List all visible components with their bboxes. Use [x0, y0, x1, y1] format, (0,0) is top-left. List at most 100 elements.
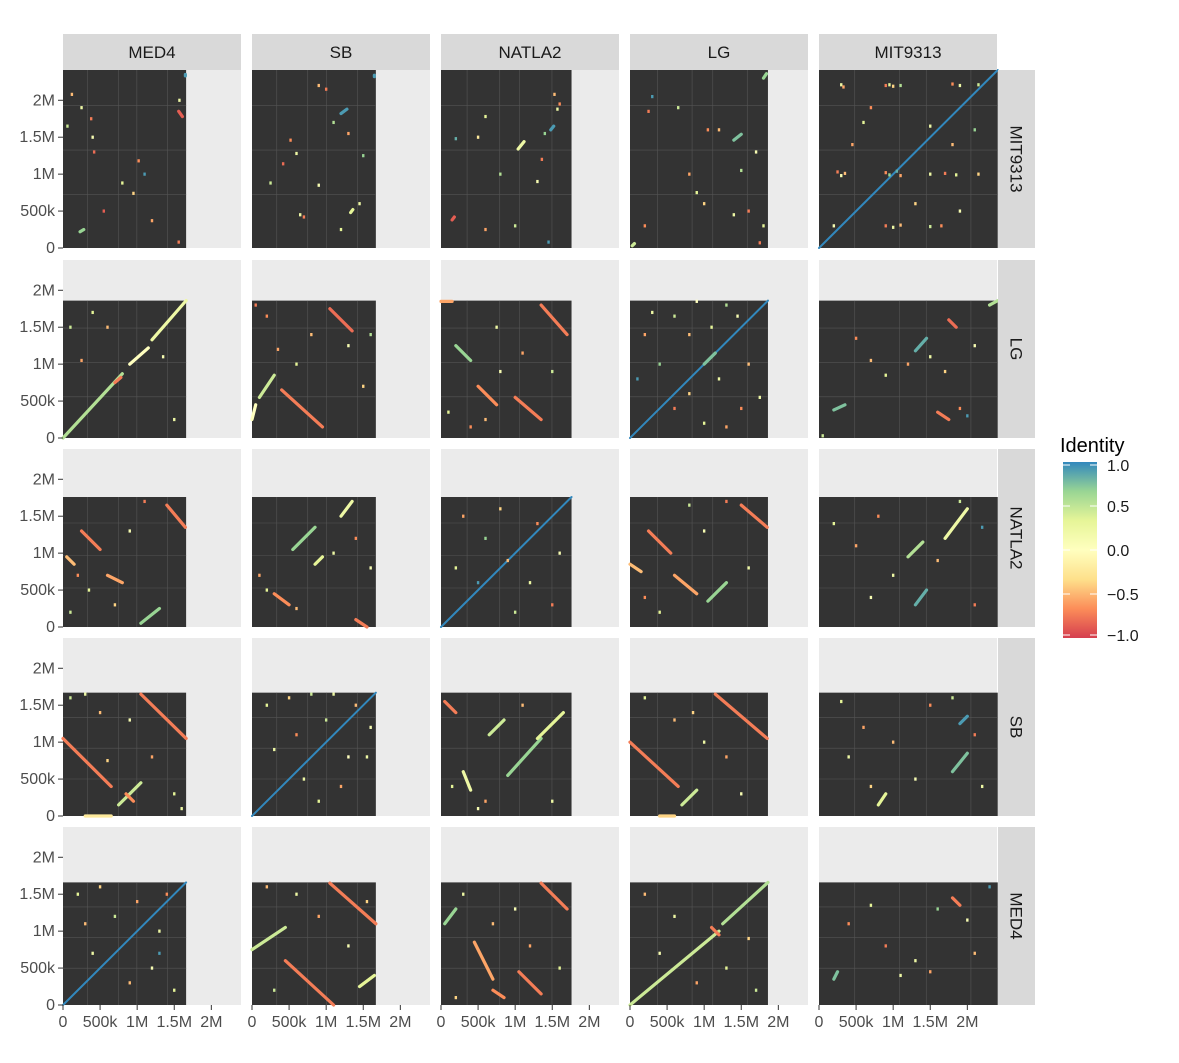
y-tick-label: 1.5M [19, 508, 55, 525]
dotplot-area [252, 497, 376, 627]
panel-grid [819, 70, 998, 248]
alignment-point [317, 914, 320, 918]
alignment-segment [150, 299, 188, 342]
dotplot-area [819, 497, 998, 627]
y-axis-row-5: 0 500k 1M 1.5M 2M [19, 849, 63, 1014]
alignment-point [484, 417, 487, 422]
alignment-point [484, 114, 487, 119]
alignment-point [150, 219, 154, 223]
alignment-point [369, 566, 372, 570]
alignment-point [491, 922, 495, 926]
alignment-segment [487, 718, 506, 737]
x-axis-col-3: 0 500k 1M 1.5M 2M [437, 1005, 600, 1031]
alignment-point [725, 966, 728, 970]
legend-tick-label: 0.0 [1107, 543, 1129, 560]
alignment-point [295, 151, 298, 156]
alignment-point [929, 124, 932, 128]
panel-natla2-vs-med4 [63, 449, 241, 627]
alignment-segment [165, 503, 187, 529]
dotplot-area [630, 70, 768, 248]
alignment-point [369, 332, 372, 337]
alignment-point [347, 755, 350, 759]
alignment-point [695, 191, 698, 195]
y-tick-label: 1.5M [19, 129, 55, 146]
x-tick-label: 0 [248, 1014, 257, 1031]
x-axis-col-1: 0 500k 1M 1.5M 2M [59, 1005, 222, 1031]
alignment-point [988, 885, 991, 889]
panel-grid [819, 882, 998, 1005]
panel-grid [441, 70, 572, 248]
panel-natla2-vs-mit9313 [819, 449, 998, 627]
alignment-segment [476, 384, 499, 407]
alignment-point [695, 981, 698, 985]
alignment-point [888, 83, 891, 87]
alignment-point [677, 106, 680, 110]
x-tick-label: 1.5M [723, 1014, 759, 1031]
alignment-point [143, 172, 146, 176]
dotplot-area [252, 882, 376, 1005]
panel-med4-vs-natla2 [441, 827, 619, 1005]
alignment-point [499, 507, 502, 511]
alignment-point [84, 922, 87, 926]
alignment-segment [139, 692, 188, 741]
x-tick-label: 1M [315, 1014, 337, 1031]
alignment-point [265, 703, 269, 707]
alignment-point [842, 85, 845, 89]
panel-mit9313-vs-med4 [63, 70, 241, 248]
x-tick-label: 500k [83, 1014, 119, 1031]
alignment-point [688, 503, 691, 507]
alignment-point [725, 499, 728, 504]
alignment-point [69, 325, 72, 329]
alignment-segment [328, 881, 378, 926]
alignment-point [869, 595, 873, 600]
alignment-point [317, 183, 320, 187]
alignment-segment [913, 336, 929, 353]
alignment-point [754, 150, 758, 154]
alignment-point [754, 988, 758, 992]
alignment-point [891, 84, 895, 88]
alignment-point [132, 191, 135, 195]
alignment-point [161, 355, 165, 359]
alignment-point [840, 699, 843, 704]
alignment-point [158, 951, 161, 955]
panel-natla2-vs-natla2 [440, 449, 619, 628]
alignment-point [106, 759, 109, 763]
alignment-point [958, 83, 962, 88]
legend-title: Identity [1060, 435, 1124, 457]
alignment-point [269, 181, 272, 185]
alignment-point [980, 525, 984, 529]
alignment-point [673, 718, 676, 722]
alignment-point [177, 240, 180, 244]
alignment-point [758, 241, 761, 245]
x-tick-label: 500k [461, 1014, 497, 1031]
alignment-point [91, 310, 94, 315]
x-tick-label: 2M [767, 1014, 789, 1031]
alignment-point [929, 355, 932, 359]
alignment-point [747, 936, 750, 941]
alignment-point [289, 138, 292, 142]
alignment-point [143, 499, 146, 504]
panel-mit9313-vs-mit9313 [818, 69, 999, 249]
alignment-point [725, 425, 728, 429]
y-tick-label: 2M [33, 282, 55, 299]
panel-med4-vs-mit9313 [819, 827, 998, 1005]
panel-lg-vs-sb [250, 260, 430, 438]
panel-grid [252, 70, 376, 248]
alignment-point [869, 358, 873, 363]
alignment-point [354, 703, 358, 707]
alignment-point [447, 410, 450, 414]
alignment-point [165, 892, 169, 896]
alignment-point [462, 892, 465, 896]
alignment-segment [339, 499, 354, 518]
alignment-segment [61, 372, 124, 440]
alignment-point [702, 740, 706, 744]
col-strip-natla2: NATLA2 [441, 34, 619, 70]
alignment-point [717, 128, 721, 132]
y-tick-label: 500k [20, 960, 56, 977]
alignment-point [513, 907, 517, 911]
y-tick-label: 500k [20, 582, 56, 599]
alignment-point [725, 755, 728, 759]
alignment-point [643, 595, 647, 600]
alignment-point [958, 209, 962, 213]
